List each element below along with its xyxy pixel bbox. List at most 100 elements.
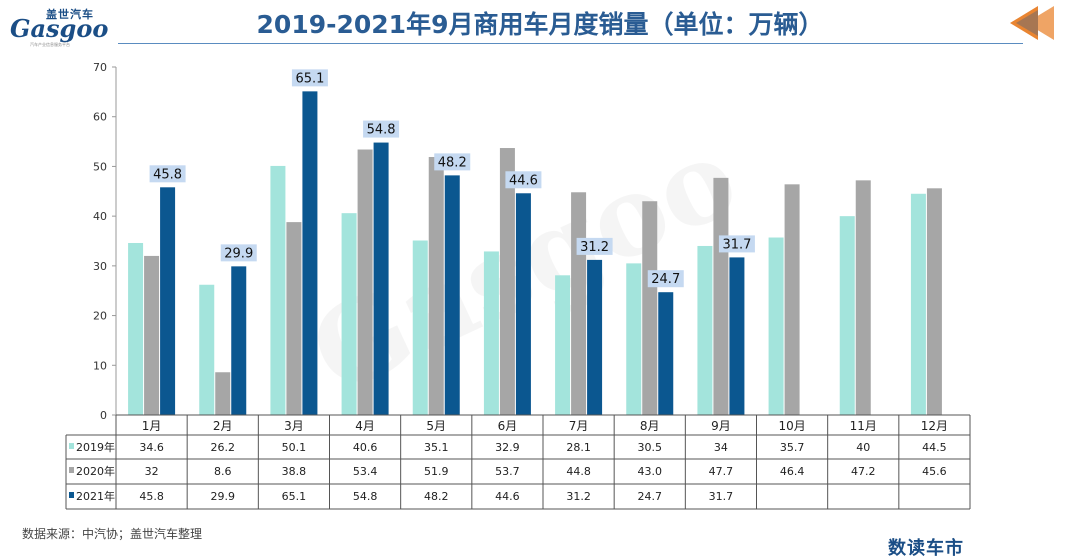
bar-2020年-1月 bbox=[144, 255, 160, 415]
legend-label-2019年: 2019年 bbox=[76, 440, 115, 454]
bar-2019年-12月 bbox=[910, 193, 926, 415]
y-tick-label: 20 bbox=[93, 310, 107, 323]
table-cell-value: 48.2 bbox=[424, 490, 449, 503]
table-cell-value: 31.7 bbox=[709, 490, 734, 503]
data-label: 54.8 bbox=[367, 123, 396, 138]
bar-2019年-1月 bbox=[128, 242, 144, 415]
table-cell-value: 24.7 bbox=[638, 490, 663, 503]
bar-2019年-4月 bbox=[341, 213, 357, 415]
table-cell-value: 44.5 bbox=[922, 441, 947, 454]
bar-2020年-6月 bbox=[499, 148, 515, 415]
y-tick-label: 0 bbox=[100, 409, 107, 422]
bar-2020年-10月 bbox=[784, 184, 800, 415]
bar-2020年-2月 bbox=[215, 372, 231, 415]
table-cell-value: 45.8 bbox=[139, 490, 164, 503]
data-label-box bbox=[576, 237, 613, 255]
table-cell-value: 43.0 bbox=[638, 465, 663, 478]
data-label-box bbox=[220, 244, 257, 262]
bar-2019年-3月 bbox=[270, 165, 286, 415]
bar-2020年-3月 bbox=[286, 222, 302, 415]
bar-2020年-7月 bbox=[571, 192, 587, 415]
x-tick-label: 7月 bbox=[569, 419, 589, 433]
bar-2019年-11月 bbox=[839, 216, 855, 415]
table-cell-value: 34 bbox=[714, 441, 728, 454]
bar-2019年-6月 bbox=[483, 251, 499, 415]
table-cell-value: 47.7 bbox=[709, 465, 734, 478]
x-tick-label: 6月 bbox=[498, 419, 518, 433]
x-tick-label: 12月 bbox=[921, 419, 948, 433]
table-cell-value: 32 bbox=[145, 465, 159, 478]
x-tick-label: 2月 bbox=[213, 419, 233, 433]
table-cell-value: 26.2 bbox=[211, 441, 236, 454]
table-cell-value: 53.4 bbox=[353, 465, 378, 478]
bar-2019年-8月 bbox=[626, 263, 642, 415]
table-cell-value: 32.9 bbox=[495, 441, 520, 454]
table-cell-value: 65.1 bbox=[282, 490, 307, 503]
data-source-note: 数据来源：中汽协；盖世汽车整理 bbox=[22, 527, 203, 541]
data-label-box bbox=[291, 69, 328, 87]
bar-2021年-1月 bbox=[160, 187, 176, 415]
bar-2019年-10月 bbox=[768, 237, 784, 415]
table-cell-value: 47.2 bbox=[851, 465, 876, 478]
bar-2021年-4月 bbox=[373, 142, 389, 415]
bar-2020年-8月 bbox=[642, 201, 658, 415]
data-label: 45.8 bbox=[153, 167, 182, 182]
table-cell-value: 40 bbox=[856, 441, 870, 454]
legend-swatch-2019年 bbox=[69, 443, 74, 449]
y-tick-label: 30 bbox=[93, 260, 107, 273]
bar-2020年-4月 bbox=[357, 149, 373, 416]
y-tick-label: 40 bbox=[93, 210, 107, 223]
bar-2021年-7月 bbox=[587, 259, 603, 415]
bar-2020年-12月 bbox=[926, 188, 942, 415]
bar-2020年-11月 bbox=[855, 180, 871, 415]
table-cell-value: 54.8 bbox=[353, 490, 378, 503]
table-cell-value: 28.1 bbox=[566, 441, 591, 454]
table-cell-value: 50.1 bbox=[282, 441, 307, 454]
table-cell-value: 34.6 bbox=[139, 441, 164, 454]
x-tick-label: 10月 bbox=[778, 419, 805, 433]
bar-2019年-9月 bbox=[697, 245, 713, 415]
data-label: 31.2 bbox=[580, 240, 609, 255]
x-tick-label: 1月 bbox=[142, 419, 162, 433]
table-cell-value: 44.6 bbox=[495, 490, 520, 503]
bar-2020年-9月 bbox=[713, 177, 729, 415]
table-cell-value: 8.6 bbox=[214, 465, 232, 478]
legend-swatch-2021年 bbox=[69, 492, 74, 498]
x-tick-label: 11月 bbox=[850, 419, 877, 433]
logo-subtitle: 汽车产业信息服务平台 bbox=[30, 42, 70, 47]
bar-2021年-6月 bbox=[515, 193, 531, 415]
bar-2021年-3月 bbox=[302, 91, 318, 416]
x-tick-label: 4月 bbox=[355, 419, 375, 433]
table-cell-value: 53.7 bbox=[495, 465, 520, 478]
y-tick-label: 70 bbox=[93, 61, 107, 74]
x-tick-label: 8月 bbox=[640, 419, 660, 433]
table-cell-value: 40.6 bbox=[353, 441, 378, 454]
x-tick-label: 5月 bbox=[426, 419, 446, 433]
bar-2021年-5月 bbox=[444, 175, 460, 415]
table-cell-value: 30.5 bbox=[638, 441, 663, 454]
x-tick-label: 9月 bbox=[711, 419, 731, 433]
table-cell-value: 38.8 bbox=[282, 465, 307, 478]
table-cell-value: 51.9 bbox=[424, 465, 449, 478]
brand-footer-text: 数读车市 bbox=[888, 538, 964, 559]
page-title: 2019-2021年9月商用车月度销量（单位：万辆） bbox=[256, 10, 824, 39]
logo-chinese-text: 盖世汽车 bbox=[46, 8, 94, 21]
data-label-box bbox=[718, 235, 755, 253]
bar-2019年-5月 bbox=[412, 240, 428, 415]
data-label: 65.1 bbox=[295, 71, 324, 86]
y-tick-label: 60 bbox=[93, 111, 107, 124]
back-arrow-icon[interactable] bbox=[1008, 4, 1058, 42]
data-label-box bbox=[363, 120, 400, 138]
legend-swatch-2020年 bbox=[69, 467, 74, 473]
data-label-box bbox=[647, 270, 684, 288]
gasgoo-logo: 盖世汽车 Gasgoo 汽车产业信息服务平台 bbox=[10, 6, 120, 47]
data-label: 31.7 bbox=[722, 237, 751, 252]
x-tick-label: 3月 bbox=[284, 419, 304, 433]
data-label: 44.6 bbox=[509, 173, 538, 188]
data-label: 48.2 bbox=[438, 155, 467, 170]
table-cell-value: 46.4 bbox=[780, 465, 805, 478]
table-cell-value: 31.2 bbox=[566, 490, 591, 503]
y-tick-label: 50 bbox=[93, 160, 107, 173]
data-label-box bbox=[149, 165, 186, 183]
